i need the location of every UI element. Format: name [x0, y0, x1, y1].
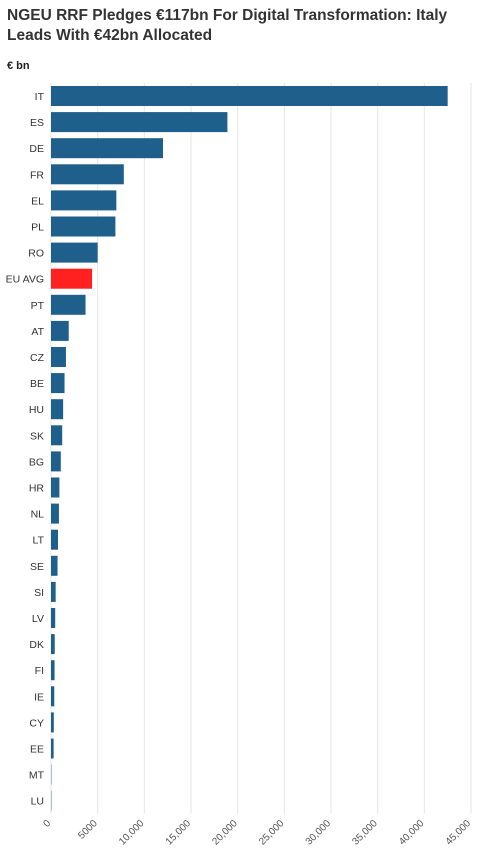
x-tick-label: 20,000 — [210, 818, 240, 848]
category-label: LT — [33, 535, 45, 547]
category-label: HR — [29, 483, 45, 495]
category-label: EU AVG — [6, 274, 44, 286]
category-label: EE — [30, 744, 44, 756]
bar-eu-avg — [51, 268, 93, 289]
category-label: PL — [31, 222, 44, 234]
category-label: IT — [35, 91, 45, 103]
category-label: BG — [29, 456, 44, 468]
bar-sk — [51, 425, 63, 446]
category-labels: IT ES DE FR EL PL RO EU AVG PT AT CZ BE HU SK BG HR NL LT… — [6, 91, 45, 808]
bar-lt — [51, 529, 58, 550]
x-tick-label: 5000 — [76, 818, 100, 842]
bar-be — [51, 373, 65, 394]
category-label: FR — [30, 169, 44, 181]
x-tick-label: 35,000 — [350, 818, 380, 848]
bar-fr — [51, 164, 124, 185]
category-label: BE — [30, 378, 44, 390]
bar-ie — [51, 686, 55, 707]
x-tick-label: 30,000 — [304, 818, 334, 848]
category-label: HU — [29, 404, 44, 416]
x-tick-label: 10,000 — [117, 818, 147, 848]
category-label: PT — [31, 300, 45, 312]
bar-ee — [51, 738, 54, 759]
bar-pt — [51, 294, 86, 315]
bar-ro — [51, 242, 98, 263]
bar-cy — [51, 712, 54, 733]
category-label: NL — [31, 509, 45, 521]
bar-es — [51, 112, 228, 133]
category-label: SE — [30, 561, 44, 573]
category-label: LV — [32, 613, 44, 625]
bar-it — [51, 86, 448, 106]
category-label: RO — [28, 248, 44, 260]
bar-nl — [51, 503, 59, 524]
category-label: ES — [30, 117, 44, 129]
chart-title: NGEU RRF Pledges €117bn For Digital Tran… — [7, 7, 448, 44]
category-label: CY — [29, 717, 44, 729]
x-tick-label: 15,000 — [164, 818, 194, 848]
category-label: LU — [31, 796, 44, 808]
category-label: DK — [29, 639, 44, 651]
bar-mt — [51, 764, 52, 785]
unit-label: € bn — [7, 60, 30, 72]
bar-se — [51, 555, 58, 576]
x-axis-tick-labels: 0 5000 10,000 15,000 20,000 25,000 30,000 35,00… — [41, 818, 473, 848]
bar-fi — [51, 660, 55, 681]
category-label: EL — [31, 195, 44, 207]
bar-layer — [51, 86, 448, 811]
category-label: MT — [29, 770, 45, 782]
bar-dk — [51, 634, 55, 655]
bar-si — [51, 581, 56, 602]
bar-de — [51, 138, 163, 159]
bar-hu — [51, 399, 64, 420]
category-label: IE — [34, 691, 44, 703]
category-label: CZ — [30, 352, 45, 364]
bar-hr — [51, 477, 60, 498]
bar-at — [51, 320, 69, 341]
category-label: FI — [35, 665, 44, 677]
category-label: DE — [29, 143, 44, 155]
x-tick-label: 40,000 — [397, 818, 427, 848]
x-tick-label: 0 — [41, 818, 53, 830]
category-label: AT — [31, 326, 44, 338]
bar-el — [51, 190, 117, 211]
bar-bg — [51, 451, 61, 472]
category-label: SI — [34, 587, 44, 599]
category-label: SK — [30, 430, 44, 442]
bar-cz — [51, 347, 66, 367]
bar-pl — [51, 216, 116, 237]
x-tick-label: 25,000 — [257, 818, 287, 848]
x-tick-label: 45,000 — [444, 818, 474, 848]
bar-lv — [51, 608, 56, 628]
bar-lu — [51, 790, 52, 811]
